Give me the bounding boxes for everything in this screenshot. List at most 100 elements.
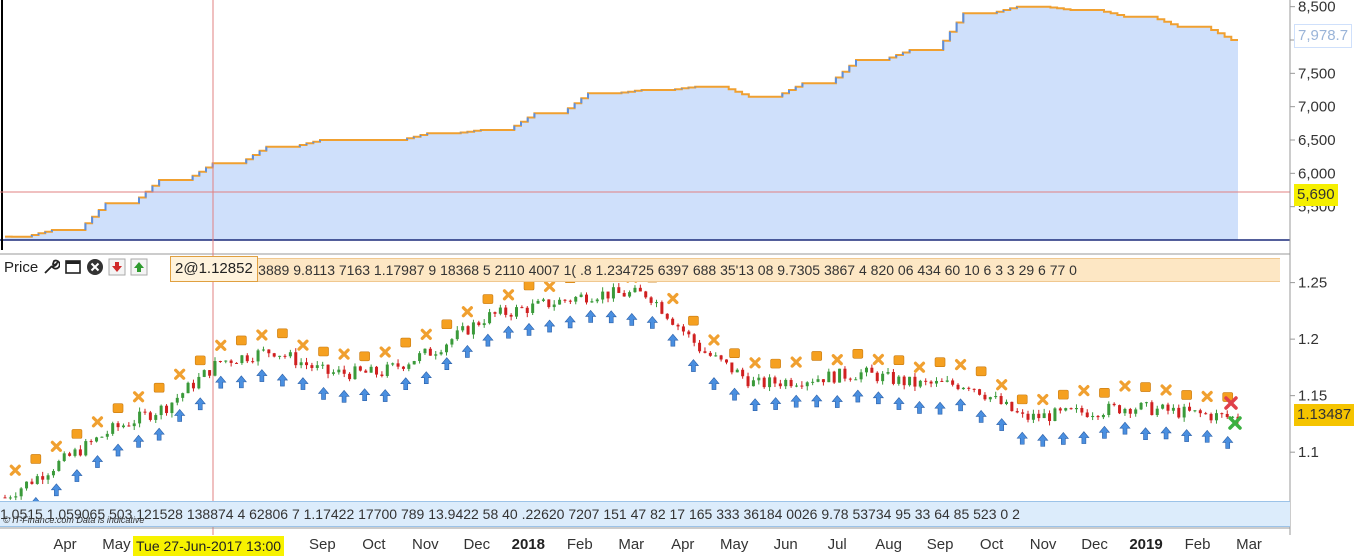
exit-square-icon[interactable] bbox=[277, 328, 288, 339]
open-short-icon[interactable] bbox=[1224, 396, 1238, 410]
sell-cross-icon[interactable] bbox=[790, 356, 802, 368]
wrench-icon[interactable] bbox=[42, 258, 61, 276]
buy-arrow-icon[interactable] bbox=[400, 377, 412, 391]
sell-cross-icon[interactable] bbox=[872, 353, 884, 366]
buy-arrow-icon[interactable] bbox=[338, 389, 350, 403]
exit-square-icon[interactable] bbox=[30, 454, 42, 464]
buy-arrow-icon[interactable] bbox=[91, 455, 104, 468]
sell-cross-icon[interactable] bbox=[379, 346, 391, 358]
buy-arrow-icon[interactable] bbox=[934, 401, 946, 415]
sell-cross-icon[interactable] bbox=[1201, 390, 1213, 403]
sell-cross-icon[interactable] bbox=[1119, 380, 1131, 392]
exit-square-icon[interactable] bbox=[112, 403, 124, 413]
sell-cross-icon[interactable] bbox=[749, 357, 761, 369]
buy-arrow-icon[interactable] bbox=[1037, 433, 1049, 447]
exit-square-icon[interactable] bbox=[236, 335, 247, 346]
exit-square-icon[interactable] bbox=[153, 382, 165, 393]
buy-arrow-icon[interactable] bbox=[769, 397, 782, 410]
buy-arrow-icon[interactable] bbox=[194, 397, 206, 411]
buy-arrow-icon[interactable] bbox=[893, 397, 905, 410]
exit-square-icon[interactable] bbox=[359, 351, 370, 362]
buy-arrow-icon[interactable] bbox=[872, 391, 885, 405]
buy-arrow-icon[interactable] bbox=[954, 398, 967, 412]
exit-square-icon[interactable] bbox=[1181, 390, 1192, 400]
exit-square-icon[interactable] bbox=[770, 358, 781, 369]
buy-arrow-icon[interactable] bbox=[975, 409, 987, 423]
buy-arrow-icon[interactable] bbox=[646, 315, 658, 329]
sell-cross-icon[interactable] bbox=[954, 358, 967, 371]
exit-square-icon[interactable] bbox=[523, 280, 535, 291]
buy-arrow-icon[interactable] bbox=[71, 469, 83, 482]
buy-arrow-icon[interactable] bbox=[215, 375, 227, 389]
exit-square-icon[interactable] bbox=[1016, 394, 1028, 405]
trade-label-strip-bottom[interactable]: 1.0515 1.059065 503 121528 138874 4 6280… bbox=[0, 501, 1290, 527]
buy-arrow-icon[interactable] bbox=[1016, 431, 1028, 445]
sell-cross-icon[interactable] bbox=[91, 416, 104, 428]
buy-arrow-icon[interactable] bbox=[502, 325, 515, 339]
buy-arrow-icon[interactable] bbox=[50, 483, 63, 497]
sell-cross-icon[interactable] bbox=[338, 348, 350, 360]
buy-arrow-icon[interactable] bbox=[297, 377, 309, 390]
arrow-up-icon[interactable] bbox=[130, 258, 148, 276]
buy-arrow-icon[interactable] bbox=[1222, 435, 1234, 449]
trade-label-first[interactable]: 2@1.12852 bbox=[170, 256, 258, 282]
exit-square-icon[interactable] bbox=[934, 357, 946, 368]
buy-arrow-icon[interactable] bbox=[749, 398, 761, 411]
buy-arrow-icon[interactable] bbox=[317, 386, 330, 400]
exit-square-icon[interactable] bbox=[194, 355, 206, 366]
buy-arrow-icon[interactable] bbox=[1160, 426, 1172, 440]
buy-arrow-icon[interactable] bbox=[728, 387, 741, 401]
sell-cross-icon[interactable] bbox=[9, 464, 21, 476]
buy-arrow-icon[interactable] bbox=[996, 418, 1008, 431]
exit-square-icon[interactable] bbox=[1099, 388, 1110, 398]
sell-cross-icon[interactable] bbox=[502, 289, 515, 301]
sell-cross-icon[interactable] bbox=[831, 354, 843, 366]
exit-square-icon[interactable] bbox=[975, 366, 987, 377]
buy-arrow-icon[interactable] bbox=[1098, 425, 1111, 439]
sell-cross-icon[interactable] bbox=[1160, 384, 1172, 396]
buy-arrow-icon[interactable] bbox=[811, 394, 823, 408]
sell-cross-icon[interactable] bbox=[543, 280, 556, 292]
buy-arrow-icon[interactable] bbox=[482, 333, 494, 347]
buy-arrow-icon[interactable] bbox=[461, 345, 474, 358]
exit-square-icon[interactable] bbox=[71, 429, 83, 439]
buy-arrow-icon[interactable] bbox=[543, 319, 556, 333]
exit-square-icon[interactable] bbox=[318, 346, 329, 357]
sell-cross-icon[interactable] bbox=[297, 339, 309, 351]
buy-arrow-icon[interactable] bbox=[913, 400, 926, 414]
buy-arrow-icon[interactable] bbox=[1201, 429, 1213, 443]
sell-cross-icon[interactable] bbox=[420, 328, 432, 340]
buy-arrow-icon[interactable] bbox=[708, 377, 720, 390]
buy-arrow-icon[interactable] bbox=[687, 359, 700, 372]
buy-arrow-icon[interactable] bbox=[1057, 432, 1069, 445]
sell-cross-icon[interactable] bbox=[667, 292, 679, 305]
buy-arrow-icon[interactable] bbox=[585, 309, 597, 323]
buy-arrow-icon[interactable] bbox=[852, 389, 864, 403]
sell-cross-icon[interactable] bbox=[708, 334, 720, 346]
exit-square-icon[interactable] bbox=[729, 348, 740, 359]
buy-arrow-icon[interactable] bbox=[256, 369, 268, 382]
exit-square-icon[interactable] bbox=[852, 349, 864, 359]
sell-cross-icon[interactable] bbox=[913, 361, 926, 373]
open-long-icon[interactable] bbox=[1228, 416, 1242, 430]
exit-square-icon[interactable] bbox=[482, 294, 494, 304]
sell-cross-icon[interactable] bbox=[174, 368, 186, 380]
buy-arrow-icon[interactable] bbox=[605, 310, 617, 324]
buy-arrow-icon[interactable] bbox=[174, 409, 186, 422]
exit-square-icon[interactable] bbox=[400, 337, 412, 348]
buy-arrow-icon[interactable] bbox=[379, 389, 391, 402]
trade-label-strip-top[interactable]: 6 2@1.12852 3889 9.8113 7163 1.17987 9 1… bbox=[170, 258, 1280, 282]
exit-square-icon[interactable] bbox=[1140, 382, 1151, 392]
buy-arrow-icon[interactable] bbox=[790, 394, 802, 408]
window-icon[interactable] bbox=[64, 258, 82, 276]
buy-arrow-icon[interactable] bbox=[276, 373, 289, 387]
buy-arrow-icon[interactable] bbox=[1078, 431, 1090, 444]
buy-arrow-icon[interactable] bbox=[441, 357, 453, 370]
close-icon[interactable] bbox=[86, 258, 104, 276]
buy-arrow-icon[interactable] bbox=[626, 312, 638, 326]
sell-cross-icon[interactable] bbox=[996, 379, 1008, 391]
buy-arrow-icon[interactable] bbox=[667, 333, 679, 347]
sell-cross-icon[interactable] bbox=[1078, 385, 1090, 397]
sell-cross-icon[interactable] bbox=[256, 329, 268, 341]
exit-square-icon[interactable] bbox=[893, 355, 905, 366]
